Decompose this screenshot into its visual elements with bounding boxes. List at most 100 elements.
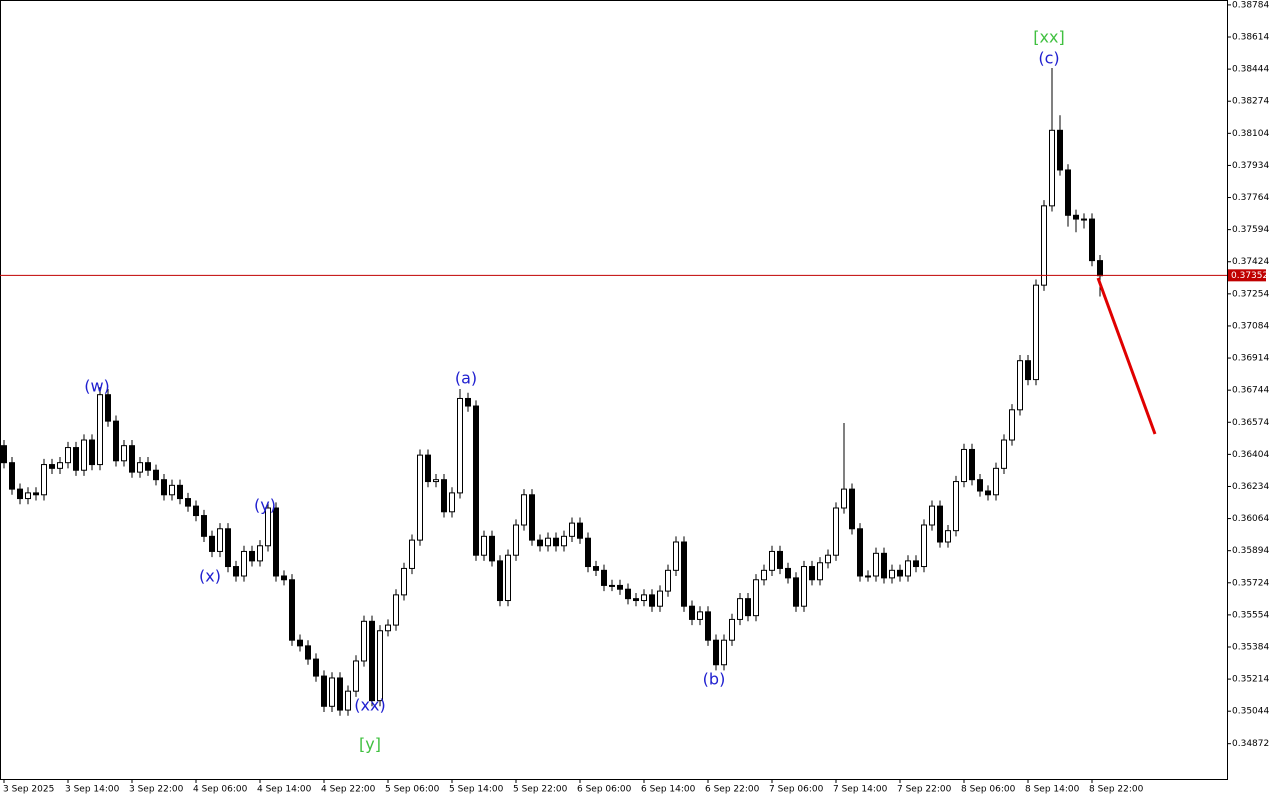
candle-body [889, 569, 895, 579]
x-tick-label: 3 Sep 2025 [3, 785, 54, 795]
wave-label: [xx] [1033, 28, 1064, 47]
wave-label: (xx) [354, 696, 385, 715]
y-tick-label: 0.36404 [1232, 450, 1269, 460]
candle-body [705, 611, 711, 641]
x-tick-label: 8 Sep 22:00 [1089, 785, 1144, 795]
candle-body [1025, 360, 1031, 381]
x-tick-label: 5 Sep 22:00 [513, 785, 568, 795]
x-tick-label: 7 Sep 14:00 [833, 785, 888, 795]
candle-body [49, 464, 55, 469]
candle-body [1033, 284, 1039, 381]
x-tick-label: 3 Sep 22:00 [129, 785, 184, 795]
candle-body [337, 677, 343, 711]
candle-body [857, 528, 863, 577]
candle-body [97, 394, 103, 466]
y-tick-label: 0.35214 [1232, 675, 1269, 685]
current-price-label: 0.37352 [1231, 271, 1268, 281]
candle-body [801, 566, 807, 607]
candle-body [529, 494, 535, 541]
candle-body [225, 528, 231, 568]
candle-body [73, 447, 79, 471]
candle-body [1089, 218, 1095, 262]
candle-body [161, 479, 167, 496]
candle-body [369, 620, 375, 702]
candle-body [641, 594, 647, 602]
candle-body [217, 528, 223, 552]
candle-body [761, 569, 767, 581]
candle-body [601, 569, 607, 586]
candle-body [361, 620, 367, 662]
candle-body [41, 464, 47, 496]
candle-body [929, 505, 935, 526]
candle-body [377, 630, 383, 702]
candle-body [329, 677, 335, 707]
candle-body [289, 579, 295, 641]
y-tick-label: 0.35724 [1232, 578, 1269, 588]
candle-body [817, 562, 823, 581]
y-tick-label: 0.37254 [1232, 289, 1269, 299]
candle-body [137, 462, 143, 473]
candle-body [513, 524, 519, 556]
y-tick-label: 0.35554 [1232, 610, 1269, 620]
y-tick-label: 0.37594 [1232, 225, 1269, 235]
candle-body [609, 584, 615, 587]
wave-label: (a) [455, 369, 477, 388]
candle-body [473, 405, 479, 556]
candle-body [993, 467, 999, 496]
candle-body [697, 611, 703, 620]
candle-body [65, 447, 71, 464]
candle-body [441, 479, 447, 513]
wave-label: (w) [84, 377, 110, 396]
candle-body [401, 567, 407, 596]
candle-body [393, 594, 399, 626]
candle-body [881, 552, 887, 579]
candle-body [577, 522, 583, 539]
y-tick-label: 0.36064 [1232, 514, 1269, 524]
y-tick-label: 0.37424 [1232, 257, 1269, 267]
candle-body [921, 524, 927, 568]
candle-body [81, 439, 87, 471]
candle-body [729, 618, 735, 641]
candle-body [313, 658, 319, 677]
candle-body [465, 397, 471, 407]
x-tick-label: 5 Sep 06:00 [385, 785, 440, 795]
forecast-line [1096, 277, 1157, 435]
candle-body [57, 462, 63, 469]
candle-body [689, 605, 695, 620]
candle-body [449, 492, 455, 513]
candle-body [1017, 360, 1023, 411]
candle-body [945, 530, 951, 543]
candle-body [17, 488, 23, 500]
candle-body [969, 448, 975, 481]
candle-body [777, 550, 783, 569]
candle-body [681, 541, 687, 607]
candle-body [249, 550, 255, 562]
candle-body [25, 492, 31, 500]
candle-body [457, 397, 463, 494]
candle-body [233, 566, 239, 577]
candle-body [913, 560, 919, 568]
candle-body [1081, 218, 1087, 221]
candle-body [1097, 260, 1103, 277]
candle-body [545, 537, 551, 547]
x-tick-label: 8 Sep 06:00 [961, 785, 1016, 795]
y-tick-label: 0.35894 [1232, 546, 1269, 556]
candle-body [537, 539, 543, 547]
y-tick-label: 0.34872 [1232, 739, 1269, 749]
candle-body [425, 454, 431, 483]
y-tick-label: 0.38784 [1232, 0, 1269, 10]
x-tick-label: 6 Sep 14:00 [641, 785, 696, 795]
candle-body [305, 645, 311, 660]
candle-body [721, 639, 727, 666]
candle-body [873, 552, 879, 577]
candle-body [273, 507, 279, 577]
y-tick-label: 0.38104 [1232, 129, 1269, 139]
y-tick-label: 0.38614 [1232, 33, 1269, 43]
candle-body [585, 537, 591, 568]
candle-body [129, 445, 135, 473]
y-tick-label: 0.36914 [1232, 354, 1269, 364]
x-tick-label: 6 Sep 22:00 [705, 785, 760, 795]
candle-body [521, 494, 527, 526]
candle-body [489, 535, 495, 562]
